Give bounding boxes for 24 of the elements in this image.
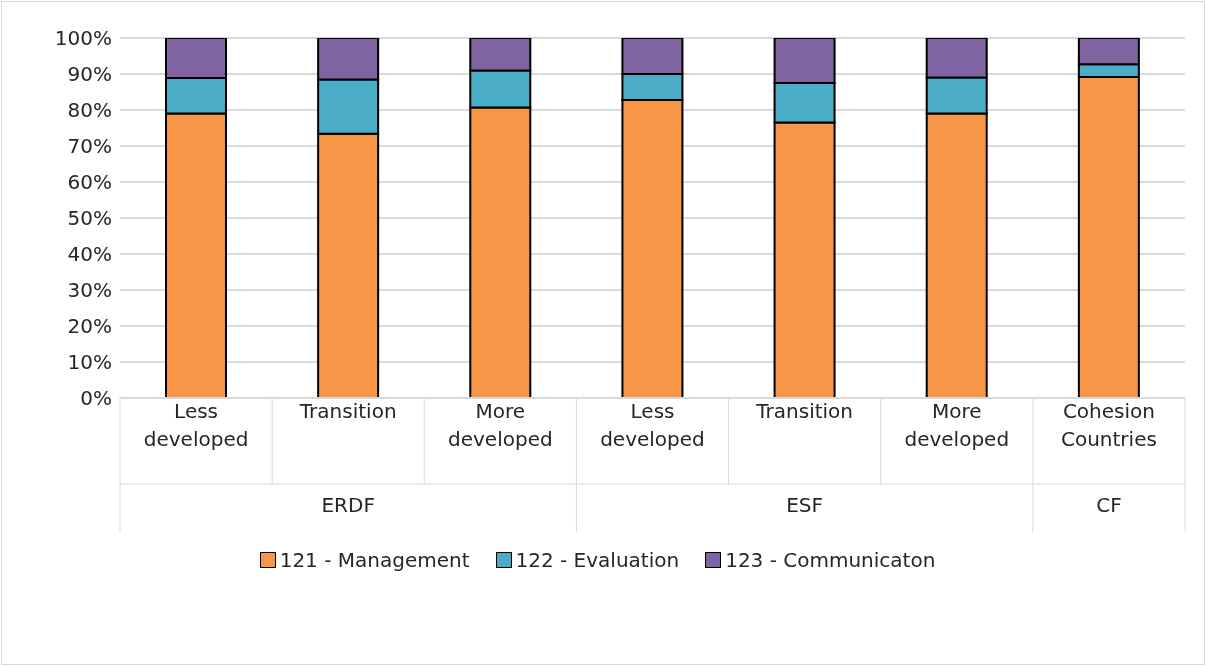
text: ERDF: [321, 493, 375, 517]
legend-label: 121 - Management: [278, 548, 470, 572]
legend-label: 122 - Evaluation: [514, 548, 680, 572]
x-tick-label: Less developed: [600, 399, 705, 451]
y-tick-label: 90%: [67, 62, 112, 87]
y-tick-label: 80%: [67, 98, 112, 123]
x-tick-label: More developed: [904, 399, 1010, 451]
y-tick-label: 10%: [67, 350, 112, 375]
x-tick-label: Transition: [298, 399, 397, 423]
x-tick-label: More developed: [448, 399, 553, 451]
y-tick-label: 100%: [54, 26, 112, 51]
legend-label: 123 - Communicaton: [724, 548, 936, 572]
x-tick-label: Less developed: [143, 399, 249, 451]
y-tick-label: 50%: [67, 206, 112, 231]
y-tick-label: 0%: [80, 386, 112, 411]
text: CF: [1096, 493, 1122, 517]
y-tick-label: 40%: [67, 242, 112, 267]
x-tick-label: Transition: [755, 399, 853, 423]
text: ESF: [786, 493, 824, 517]
x-tick-label: Cohesion Countries: [1060, 399, 1157, 451]
y-tick-label: 20%: [67, 314, 112, 339]
y-tick-label: 30%: [67, 278, 112, 303]
y-tick-label: 70%: [67, 134, 112, 159]
y-tick-label: 60%: [67, 170, 112, 195]
